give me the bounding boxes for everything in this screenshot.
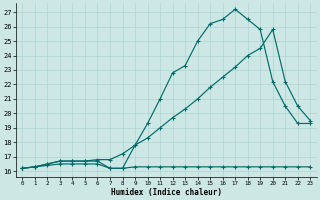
X-axis label: Humidex (Indice chaleur): Humidex (Indice chaleur) (111, 188, 222, 197)
